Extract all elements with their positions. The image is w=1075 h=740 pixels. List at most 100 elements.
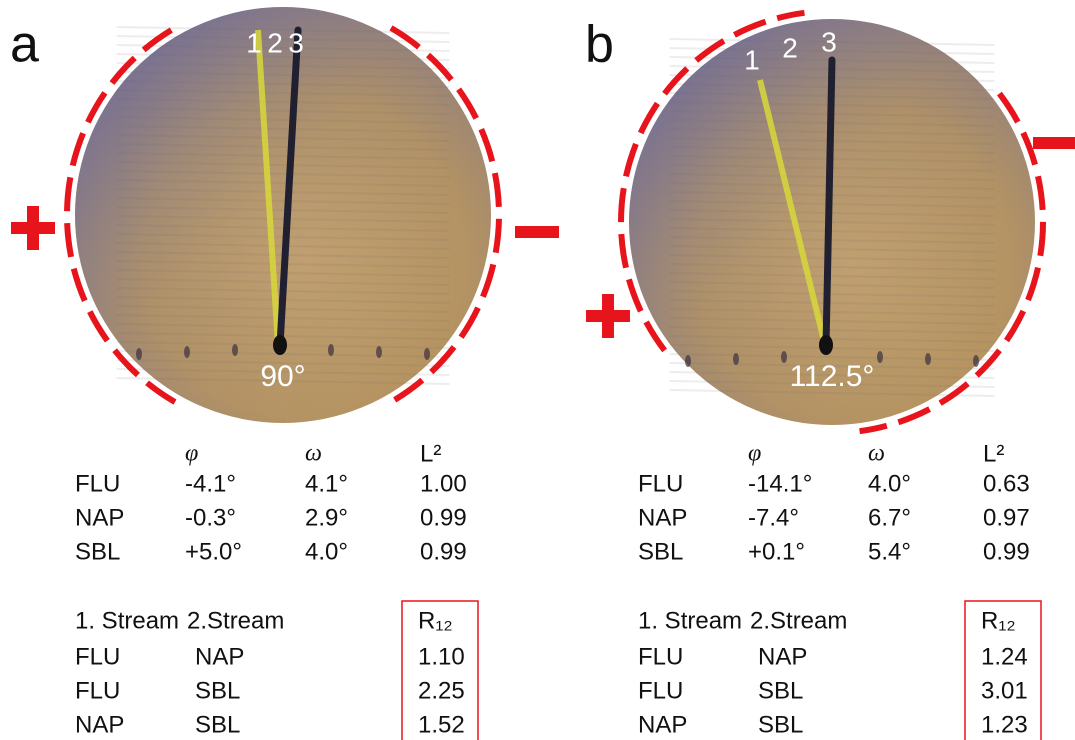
scratch [116, 143, 450, 151]
scratch [116, 44, 450, 52]
scratch [669, 254, 995, 262]
table-cell: 4.0° [305, 538, 348, 565]
plus-sign [586, 294, 630, 338]
scratch [116, 35, 450, 43]
scratch [116, 368, 450, 376]
stream-yellow [757, 79, 828, 346]
stream-dark [822, 56, 836, 349]
table-header: φ [748, 441, 761, 467]
scratch [669, 380, 995, 388]
table-cell: 1.00 [420, 470, 467, 497]
table-cell: 0.97 [983, 504, 1030, 531]
table-cell: 1.10 [418, 643, 465, 670]
table-cell: 0.63 [983, 470, 1030, 497]
disk-haze [75, 7, 491, 423]
marker-dot [328, 344, 334, 356]
plus-arc [618, 9, 805, 353]
minus-sign [515, 226, 559, 238]
table-header: R₁₂ [981, 607, 1016, 634]
scratch [116, 179, 450, 187]
table-cell: FLU [638, 677, 683, 704]
scratch [669, 281, 995, 289]
table-cell: SBL [195, 711, 240, 738]
scratch [116, 71, 450, 79]
table-header: 1. Stream [638, 607, 742, 634]
table-cell: 1.23 [981, 711, 1028, 738]
stream-number: 1 [246, 27, 262, 58]
panel-label: a [10, 16, 39, 74]
marker-dot [184, 346, 190, 358]
marker-dot [781, 351, 787, 363]
stream-number: 2 [782, 32, 798, 63]
marker-dot [232, 344, 238, 356]
scratch [669, 227, 995, 235]
scratch [669, 362, 995, 370]
table-cell: NAP [195, 643, 244, 670]
highlight-box [964, 600, 1042, 740]
table-cell: -14.1° [748, 470, 812, 497]
table-cell: -4.1° [185, 470, 236, 497]
table-cell: 4.0° [868, 470, 911, 497]
plus-arc [64, 25, 177, 405]
table-header: R₁₂ [418, 607, 453, 634]
stream-tip [819, 335, 833, 355]
table-cell: FLU [638, 643, 683, 670]
table-cell: NAP [638, 711, 687, 738]
table-cell: SBL [758, 711, 803, 738]
stream-yellow [255, 29, 281, 346]
marker-dot [424, 348, 430, 360]
table-cell: NAP [75, 504, 124, 531]
stream-number: 3 [288, 27, 304, 58]
scratch [669, 263, 995, 271]
minus-sign [1033, 137, 1075, 149]
scratch [116, 98, 450, 106]
scratch [116, 224, 450, 232]
marker-dot [925, 353, 931, 365]
scratch [116, 377, 450, 385]
scratch [116, 161, 450, 169]
scratch [116, 116, 450, 124]
table-cell: FLU [638, 470, 683, 497]
table-header: φ [185, 441, 198, 467]
table-cell: +5.0° [185, 538, 242, 565]
table-header: L² [420, 440, 441, 467]
table-cell: FLU [75, 677, 120, 704]
scratch [116, 206, 450, 214]
scratch [669, 308, 995, 316]
plus-sign [11, 206, 55, 250]
table-cell: 2.9° [305, 504, 348, 531]
scratch [116, 215, 450, 223]
scratch [116, 80, 450, 88]
table-cell: 0.99 [983, 538, 1030, 565]
table-cell: NAP [638, 504, 687, 531]
table-header: ω [305, 441, 322, 467]
table-header: 2.Stream [187, 607, 284, 634]
marker-dot [973, 355, 979, 367]
table-cell: 5.4° [868, 538, 911, 565]
table-cell: +0.1° [748, 538, 805, 565]
panel: a 1 2 3 90° φ ω L² FLU -4.1° 4.1° 1.00 NAP -0.3° 2.9° 0… [10, 7, 559, 740]
marker-dot [877, 351, 883, 363]
marker-dot [376, 346, 382, 358]
minus-arc [389, 25, 502, 405]
table-cell: 0.99 [420, 504, 467, 531]
marker-dot [733, 353, 739, 365]
table-cell: NAP [758, 643, 807, 670]
table-header: L² [983, 440, 1004, 467]
table-cell: 4.1° [305, 470, 348, 497]
table-cell: -7.4° [748, 504, 799, 531]
table-cell: SBL [75, 538, 120, 565]
marker-dot [685, 355, 691, 367]
marker-dot [136, 348, 142, 360]
scratch [669, 290, 995, 298]
scratch [116, 170, 450, 178]
scratch [116, 197, 450, 205]
panel: b 1 2 3 112.5° φ ω L² FLU -14.1° 4.0° 0.63 NAP -7.4° 6… [585, 9, 1075, 740]
table-cell: 6.7° [868, 504, 911, 531]
table-cell: 1.52 [418, 711, 465, 738]
stream-number: 3 [821, 26, 837, 57]
scratch [669, 371, 995, 379]
scratch [669, 236, 995, 244]
panel-label: b [585, 16, 614, 74]
stream-number: 1 [744, 44, 760, 75]
